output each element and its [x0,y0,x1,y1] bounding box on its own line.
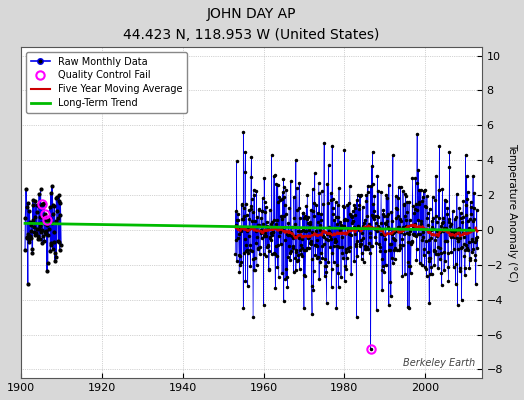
Legend: Raw Monthly Data, Quality Control Fail, Five Year Moving Average, Long-Term Tren: Raw Monthly Data, Quality Control Fail, … [26,52,187,113]
Text: Berkeley Earth: Berkeley Earth [403,358,475,368]
Y-axis label: Temperature Anomaly (°C): Temperature Anomaly (°C) [507,143,517,282]
Title: JOHN DAY AP
44.423 N, 118.953 W (United States): JOHN DAY AP 44.423 N, 118.953 W (United … [123,7,379,42]
